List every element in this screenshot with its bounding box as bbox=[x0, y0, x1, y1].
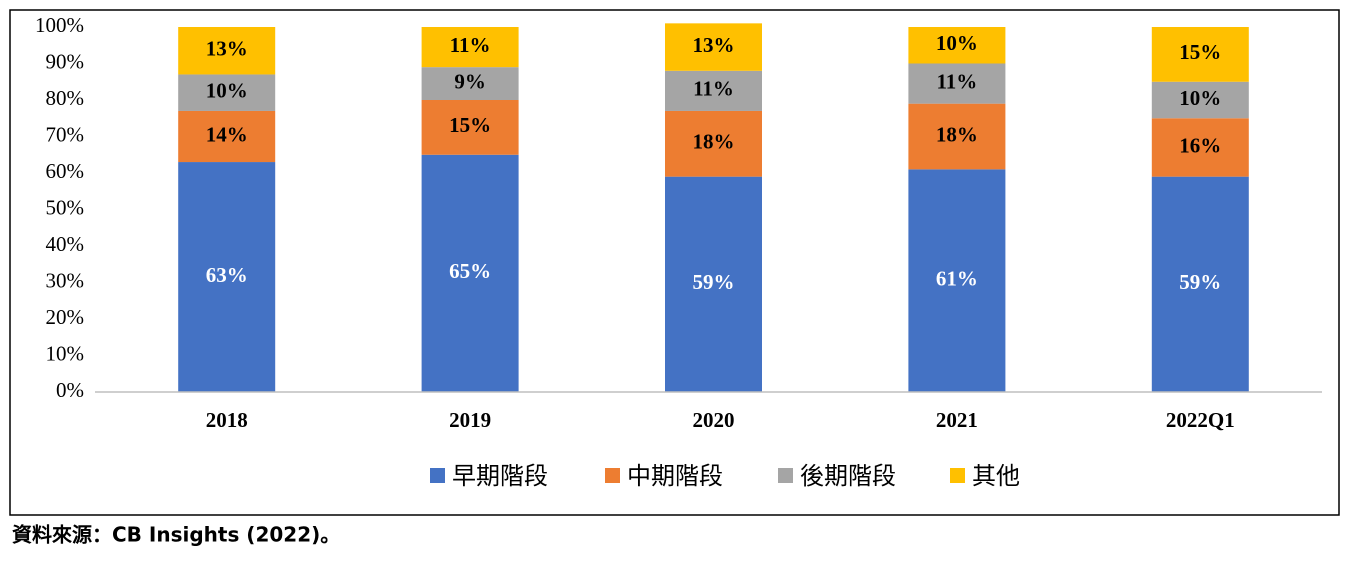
x-tick-label: 2018 bbox=[206, 408, 248, 432]
bar-segment bbox=[421, 100, 519, 155]
bar-segment bbox=[665, 110, 762, 177]
bar-segment bbox=[178, 74, 276, 111]
y-tick-label: 80% bbox=[46, 86, 85, 110]
legend-swatch bbox=[430, 468, 445, 483]
y-tick-label: 0% bbox=[56, 378, 84, 402]
bar-segment bbox=[665, 176, 762, 392]
data-label: 14% bbox=[206, 122, 248, 146]
legend-swatch bbox=[605, 468, 620, 483]
bar-segment bbox=[178, 27, 276, 75]
data-label: 18% bbox=[693, 130, 735, 154]
data-label: 61% bbox=[936, 266, 978, 290]
data-label: 11% bbox=[936, 69, 977, 93]
data-label: 16% bbox=[1179, 133, 1221, 157]
x-tick-label: 2019 bbox=[449, 408, 491, 432]
y-tick-label: 10% bbox=[46, 341, 85, 365]
bar-segment bbox=[1151, 81, 1249, 119]
data-label: 65% bbox=[449, 259, 491, 283]
legend-label: 其他 bbox=[972, 462, 1020, 490]
bar-segment bbox=[665, 70, 762, 111]
y-tick-label: 100% bbox=[35, 13, 84, 37]
data-label: 11% bbox=[450, 33, 491, 57]
bar-segment bbox=[178, 162, 276, 392]
y-tick-label: 60% bbox=[46, 159, 85, 183]
y-tick-label: 90% bbox=[46, 49, 85, 73]
bar-segment bbox=[908, 63, 1006, 104]
y-tick-label: 70% bbox=[46, 122, 85, 146]
y-tick-label: 40% bbox=[46, 232, 85, 256]
data-label: 13% bbox=[693, 33, 735, 57]
y-tick-label: 30% bbox=[46, 268, 85, 292]
bar-segment bbox=[421, 154, 519, 392]
x-tick-label: 2021 bbox=[936, 408, 978, 432]
data-label: 15% bbox=[1179, 40, 1221, 64]
x-tick-label: 2022Q1 bbox=[1166, 408, 1235, 432]
data-label: 15% bbox=[449, 113, 491, 137]
data-label: 9% bbox=[454, 69, 486, 93]
legend-label: 中期階段 bbox=[627, 462, 723, 490]
bar-segment bbox=[908, 169, 1006, 392]
legend-swatch bbox=[950, 468, 965, 483]
legend-label: 後期階段 bbox=[800, 462, 896, 490]
bar-segment bbox=[1151, 27, 1249, 82]
bar-segment bbox=[665, 23, 762, 71]
data-label: 18% bbox=[936, 122, 978, 146]
legend-swatch bbox=[778, 468, 793, 483]
source-note: 資料來源：CB Insights (2022)。 bbox=[12, 523, 340, 547]
data-label: 59% bbox=[1179, 270, 1221, 294]
bar-segment bbox=[421, 27, 519, 68]
y-tick-label: 20% bbox=[46, 305, 85, 329]
bar-segment bbox=[908, 103, 1006, 170]
chart-border bbox=[9, 9, 1340, 516]
data-label: 63% bbox=[206, 263, 248, 287]
legend-label: 早期階段 bbox=[452, 462, 548, 490]
bar-segment bbox=[178, 110, 276, 163]
x-tick-label: 2020 bbox=[693, 408, 735, 432]
data-label: 11% bbox=[693, 77, 734, 101]
bar-segment bbox=[908, 27, 1006, 64]
bar-segment bbox=[421, 67, 519, 100]
data-label: 10% bbox=[1179, 86, 1221, 110]
bar-segment bbox=[1151, 176, 1249, 392]
data-label: 10% bbox=[936, 31, 978, 55]
y-tick-label: 50% bbox=[46, 195, 85, 219]
data-label: 59% bbox=[693, 270, 735, 294]
data-label: 13% bbox=[206, 37, 248, 61]
bar-segment bbox=[1151, 118, 1249, 177]
data-label: 10% bbox=[206, 79, 248, 103]
